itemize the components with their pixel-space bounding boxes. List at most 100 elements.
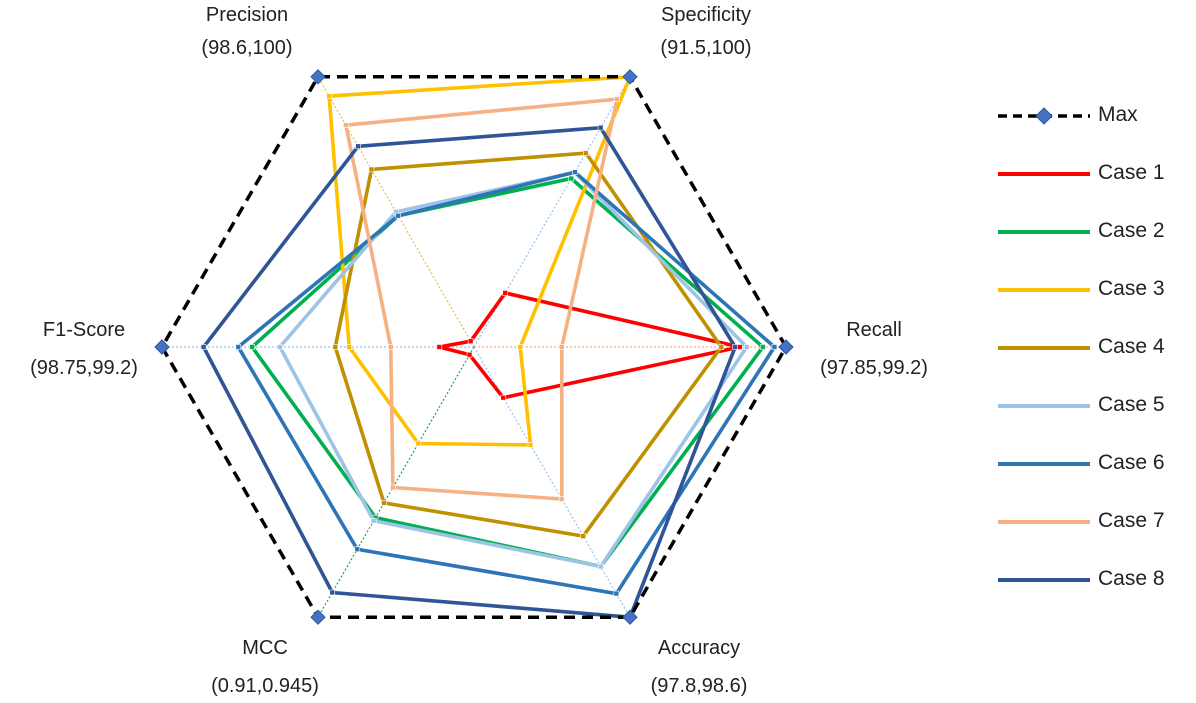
- axis-range-accuracy: (97.8,98.6): [651, 675, 748, 697]
- point-case-6-recall: [771, 344, 778, 350]
- axis-range-precision: (98.6,100): [201, 37, 292, 59]
- point-case-6-specificity: [572, 169, 578, 175]
- legend-item-case-4: Case 4: [996, 328, 1186, 386]
- series-case-6: [235, 169, 778, 597]
- point-case-6-mcc: [354, 546, 361, 553]
- point-max-precision: [310, 69, 326, 85]
- point-case-3-precision: [326, 93, 332, 99]
- series-line-case-5: [277, 170, 750, 569]
- legend-swatch-case-1: [998, 172, 1090, 176]
- point-case-8-f1-score: [200, 344, 207, 350]
- point-case-3-f1-score: [346, 344, 353, 350]
- point-case-6-f1-score: [235, 344, 242, 350]
- point-case-5-mcc: [370, 517, 377, 524]
- legend-label-case-3: Case 3: [1098, 277, 1165, 300]
- axis-label-f1-score: F1-Score: [43, 319, 125, 341]
- point-case-8-specificity: [597, 124, 604, 131]
- point-case-1-f1-score: [436, 344, 443, 350]
- legend-item-case-7: Case 7: [996, 502, 1186, 560]
- legend-item-case-3: Case 3: [996, 270, 1186, 328]
- axis-labels: Recall (97.85,99.2) Specificity (91.5,10…: [30, 4, 928, 697]
- legend: Max Case 1 Case 2 Case 3 Case 4 Case 5 C…: [996, 96, 1186, 618]
- point-case-2-recall: [760, 344, 766, 350]
- axis-range-specificity: (91.5,100): [660, 37, 751, 59]
- legend-item-case-8: Case 8: [996, 560, 1186, 618]
- point-case-3-accuracy: [527, 442, 534, 448]
- point-case-1-specificity: [502, 290, 509, 296]
- axis-spokes: [162, 76, 786, 618]
- legend-item-case-6: Case 6: [996, 444, 1186, 502]
- point-max-accuracy: [622, 609, 638, 625]
- legend-marker-max: [1035, 107, 1053, 125]
- point-case-2-specificity: [568, 175, 575, 182]
- point-case-5-f1-score: [277, 344, 283, 350]
- point-case-7-f1-score: [387, 344, 394, 350]
- point-case-4-precision: [368, 166, 375, 173]
- axis-range-f1-score: (98.75,99.2): [30, 357, 138, 379]
- legend-label-case-7: Case 7: [1098, 509, 1165, 532]
- legend-label-case-5: Case 5: [1098, 393, 1165, 416]
- legend-swatch-case-5: [998, 404, 1090, 408]
- point-case-1-recall: [736, 344, 743, 350]
- point-max-recall: [778, 339, 794, 355]
- axis-label-accuracy: Accuracy: [658, 637, 740, 659]
- series-line-case-2: [249, 176, 766, 569]
- legend-label-case-4: Case 4: [1098, 335, 1165, 358]
- point-case-7-mcc: [390, 484, 396, 491]
- point-case-1-accuracy: [500, 394, 507, 401]
- axis-range-mcc: (0.91,0.945): [211, 675, 319, 697]
- series-case-7: [343, 96, 620, 502]
- series-case-5: [277, 169, 750, 570]
- series-case-2: [249, 175, 766, 570]
- legend-label-case-1: Case 1: [1098, 161, 1165, 184]
- point-case-4-mcc: [381, 500, 387, 506]
- legend-label-case-6: Case 6: [1098, 451, 1165, 474]
- legend-swatch-case-6: [998, 462, 1090, 466]
- point-case-4-specificity: [583, 150, 589, 156]
- legend-swatch-case-8: [998, 578, 1090, 582]
- point-case-8-recall: [732, 344, 738, 350]
- series-line-case-7: [343, 97, 620, 501]
- legend-swatch-case-2: [998, 230, 1090, 234]
- point-case-6-precision: [395, 212, 402, 219]
- legend-label-case-2: Case 2: [1098, 219, 1165, 242]
- point-case-1-mcc: [466, 351, 473, 358]
- point-case-5-recall: [743, 344, 750, 350]
- point-case-3-recall: [517, 344, 524, 350]
- legend-swatch-case-7: [998, 520, 1090, 524]
- legend-item-case-5: Case 5: [996, 386, 1186, 444]
- series-case-4: [332, 150, 725, 539]
- legend-item-case-1: Case 1: [996, 154, 1186, 212]
- series-case-1: [436, 290, 743, 401]
- legend-item-max: Max: [996, 96, 1186, 154]
- legend-swatch-case-3: [998, 288, 1090, 292]
- axis-label-specificity: Specificity: [661, 4, 751, 26]
- point-max-specificity: [622, 69, 638, 85]
- axis-label-recall: Recall: [846, 319, 902, 341]
- radar-chart: Recall (97.85,99.2) Specificity (91.5,10…: [30, 4, 928, 697]
- point-case-6-accuracy: [613, 590, 620, 597]
- legend-swatch-max: [998, 107, 1090, 125]
- point-case-7-precision: [343, 122, 349, 128]
- legend-swatch-case-4: [998, 346, 1090, 350]
- point-case-1-precision: [467, 338, 474, 345]
- series-layer: [154, 69, 794, 625]
- axis-range-recall: (97.85,99.2): [820, 357, 928, 379]
- point-case-7-accuracy: [558, 496, 565, 502]
- legend-label-max: Max: [1098, 103, 1138, 126]
- point-case-3-mcc: [415, 440, 422, 447]
- point-case-5-accuracy: [597, 563, 604, 570]
- point-case-7-recall: [559, 344, 565, 350]
- point-case-8-mcc: [329, 589, 336, 596]
- point-max-f1-score: [154, 339, 170, 355]
- point-case-4-recall: [718, 344, 725, 350]
- legend-label-case-8: Case 8: [1098, 567, 1165, 590]
- axis-label-mcc: MCC: [242, 637, 288, 659]
- axis-label-precision: Precision: [206, 4, 288, 26]
- point-case-4-f1-score: [332, 344, 339, 350]
- point-case-7-specificity: [614, 96, 620, 102]
- point-case-2-f1-score: [249, 344, 255, 350]
- series-max: [154, 69, 794, 625]
- legend-item-case-2: Case 2: [996, 212, 1186, 270]
- point-case-8-precision: [355, 143, 361, 150]
